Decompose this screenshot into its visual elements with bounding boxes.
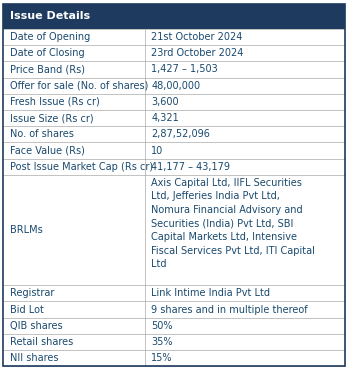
Bar — [3, 285, 345, 302]
Bar — [3, 302, 345, 317]
Text: Registrar: Registrar — [10, 288, 54, 298]
Bar — [3, 175, 345, 285]
Bar — [3, 94, 345, 110]
Text: 35%: 35% — [151, 337, 173, 347]
Text: Date of Opening: Date of Opening — [10, 32, 90, 42]
Text: BRLMs: BRLMs — [10, 225, 42, 235]
Text: Retail shares: Retail shares — [10, 337, 73, 347]
Text: Axis Capital Ltd, IIFL Securities
Ltd, Jefferies India Pvt Ltd,
Nomura Financial: Axis Capital Ltd, IIFL Securities Ltd, J… — [151, 178, 315, 269]
Bar — [3, 142, 345, 159]
Text: Post Issue Market Cap (Rs cr): Post Issue Market Cap (Rs cr) — [10, 162, 153, 172]
Text: QIB shares: QIB shares — [10, 321, 62, 331]
Text: 9 shares and in multiple thereof: 9 shares and in multiple thereof — [151, 305, 308, 314]
Text: 23rd October 2024: 23rd October 2024 — [151, 48, 244, 58]
Bar — [3, 126, 345, 142]
Text: NII shares: NII shares — [10, 353, 58, 363]
Bar — [3, 317, 345, 334]
Text: Issue Size (Rs cr): Issue Size (Rs cr) — [10, 113, 93, 123]
Text: No. of shares: No. of shares — [10, 129, 74, 139]
Bar — [3, 61, 345, 78]
Text: 2,87,52,096: 2,87,52,096 — [151, 129, 210, 139]
Text: Issue Details: Issue Details — [10, 11, 90, 21]
Text: Date of Closing: Date of Closing — [10, 48, 84, 58]
Bar — [3, 350, 345, 366]
Text: 4,321: 4,321 — [151, 113, 179, 123]
Text: 10: 10 — [151, 145, 164, 155]
Text: 41,177 – 43,179: 41,177 – 43,179 — [151, 162, 230, 172]
Bar — [3, 334, 345, 350]
Text: 3,600: 3,600 — [151, 97, 179, 107]
Bar — [3, 78, 345, 94]
Text: Fresh Issue (Rs cr): Fresh Issue (Rs cr) — [10, 97, 100, 107]
Bar — [3, 29, 345, 45]
Text: Price Band (Rs): Price Band (Rs) — [10, 64, 85, 74]
Text: Bid Lot: Bid Lot — [10, 305, 44, 314]
Text: 1,427 – 1,503: 1,427 – 1,503 — [151, 64, 218, 74]
Bar — [3, 159, 345, 175]
Text: 50%: 50% — [151, 321, 173, 331]
Text: Offer for sale (No. of shares): Offer for sale (No. of shares) — [10, 81, 148, 91]
Text: Face Value (Rs): Face Value (Rs) — [10, 145, 85, 155]
Bar — [3, 110, 345, 126]
Text: 48,00,000: 48,00,000 — [151, 81, 200, 91]
Text: 21st October 2024: 21st October 2024 — [151, 32, 243, 42]
Text: Link Intime India Pvt Ltd: Link Intime India Pvt Ltd — [151, 288, 270, 298]
Bar — [3, 4, 345, 29]
Text: 15%: 15% — [151, 353, 173, 363]
Bar — [3, 45, 345, 61]
